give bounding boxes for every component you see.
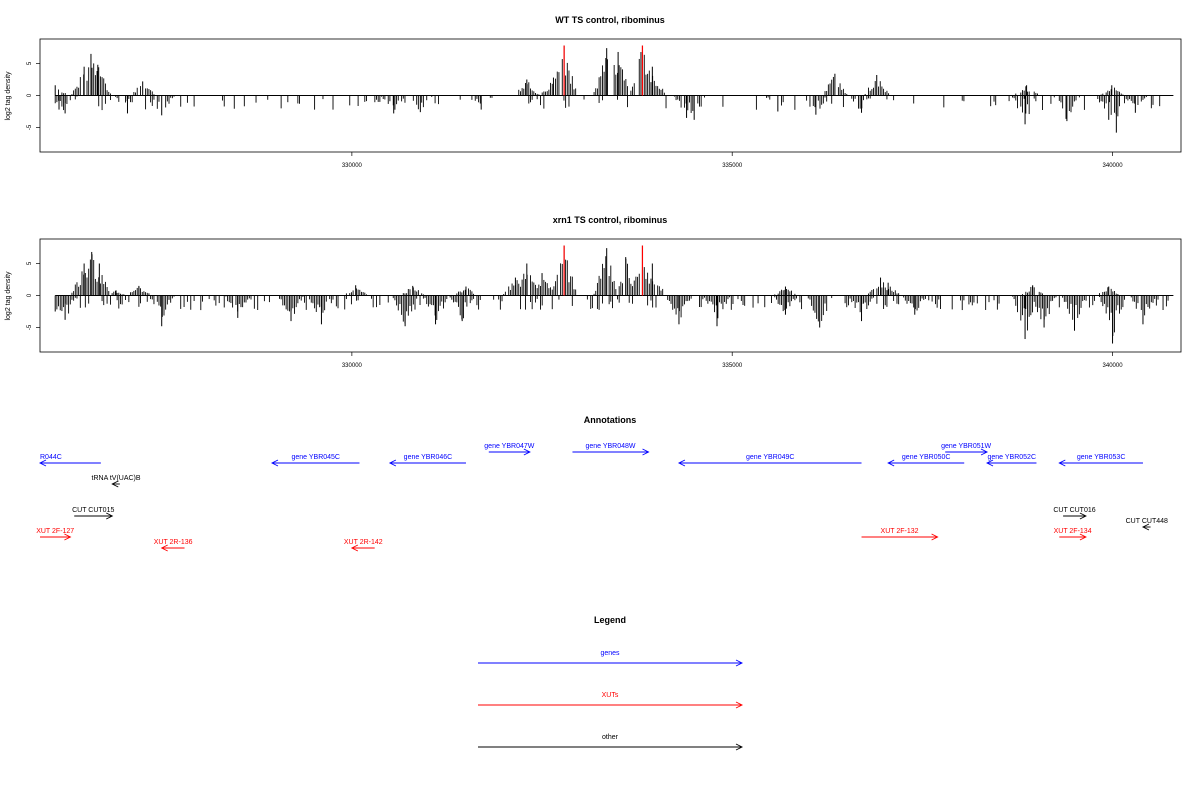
feature-arrowhead	[106, 512, 114, 520]
y-axis-label: log2 tag density	[5, 71, 12, 121]
y-tick-label: 5	[27, 61, 33, 65]
feature-label: XUT 2F-132	[881, 528, 919, 535]
feature-arrowhead	[931, 533, 939, 541]
legend-arrowhead	[735, 743, 744, 751]
plot-data	[54, 245, 1174, 344]
feature-label: gene YBR050C	[902, 454, 951, 461]
y-tick-label: 0	[27, 293, 33, 297]
feature-arrowhead	[270, 459, 279, 467]
panel-title: xrn1 TS control, ribominus	[553, 215, 668, 225]
feature-arrowhead	[523, 448, 531, 456]
panel-xrn1: xrn1 TS control, ribominus log2 tag dens…	[5, 215, 1182, 369]
panel-title: WT TS control, ribominus	[555, 15, 665, 25]
feature-label: CUT CUT448	[1126, 518, 1168, 525]
x-tick-label: 335000	[722, 363, 743, 369]
axes: -5 0 5 330000 335000 340000	[27, 61, 1123, 169]
feature-arrowhead	[1141, 523, 1150, 531]
y-axis-label: log2 tag density	[5, 271, 12, 321]
feature-label: gene YBR045C	[291, 454, 340, 461]
feature-label: gene YBR046C	[404, 454, 453, 461]
y-tick-label: 5	[27, 261, 33, 265]
axes: -5 0 5 330000 335000 340000	[27, 261, 1123, 369]
feature-arrowhead	[388, 459, 397, 467]
feature-label: gene YBR052C	[987, 454, 1036, 461]
plot-data	[54, 45, 1174, 133]
legend-label: genes	[600, 650, 620, 657]
feature-label: gene YBR049C	[746, 454, 795, 461]
feature-arrowhead	[980, 448, 989, 456]
feature-label: gene YBR053C	[1077, 454, 1126, 461]
x-tick-label: 335000	[722, 163, 743, 169]
annotations-panel: Annotations R044C gene YBR045C gene YBR046…	[36, 415, 1168, 552]
feature-label: gene YBR047W	[484, 443, 534, 450]
feature-label: XUT 2R-142	[344, 539, 383, 546]
feature-arrowhead	[677, 459, 686, 467]
feature-arrowhead	[986, 459, 994, 467]
feature-arrowhead	[1079, 512, 1087, 520]
feature-arrowhead	[38, 459, 47, 467]
feature-arrowhead	[642, 448, 650, 456]
legend-items: genes XUTs other	[478, 650, 744, 751]
annotations-title: Annotations	[584, 415, 637, 425]
legend-label: other	[602, 734, 619, 741]
feature-label: gene YBR051W	[941, 443, 991, 450]
feature-label: CUT CUT016	[1053, 507, 1095, 514]
feature-label: gene YBR048W	[585, 443, 635, 450]
feature-arrowhead	[111, 480, 119, 488]
y-tick-label: -5	[27, 324, 33, 330]
feature-arrowhead	[1058, 459, 1066, 467]
legend-title: Legend	[594, 615, 626, 625]
x-tick-label: 330000	[342, 163, 363, 169]
x-tick-label: 340000	[1103, 163, 1124, 169]
legend-arrowhead	[735, 659, 744, 667]
x-tick-label: 330000	[342, 363, 363, 369]
feature-arrowhead	[64, 533, 72, 541]
feature-label: XUT 2F-134	[1054, 528, 1092, 535]
y-tick-label: 0	[27, 93, 33, 97]
feature-label: tRNA tV(UAC)B	[92, 475, 141, 482]
feature-label: CUT CUT015	[72, 507, 114, 514]
legend-panel: Legend genes XUTs other	[478, 615, 744, 751]
feature-label: XUT 2F-127	[36, 528, 74, 535]
feature-arrowhead	[160, 544, 168, 552]
annotation-features: R044C gene YBR045C gene YBR046C gene YBR047…	[36, 443, 1168, 552]
feature-arrowhead	[1079, 533, 1087, 541]
feature-label: R044C	[40, 454, 62, 461]
y-tick-label: -5	[27, 124, 33, 130]
feature-arrowhead	[350, 544, 359, 552]
panel-wt: WT TS control, ribominus log2 tag densit…	[5, 15, 1182, 169]
legend-arrowhead	[735, 701, 744, 709]
feature-label: XUT 2R-136	[154, 539, 193, 546]
x-tick-label: 340000	[1103, 363, 1124, 369]
feature-arrowhead	[887, 459, 895, 467]
legend-label: XUTs	[602, 692, 619, 699]
